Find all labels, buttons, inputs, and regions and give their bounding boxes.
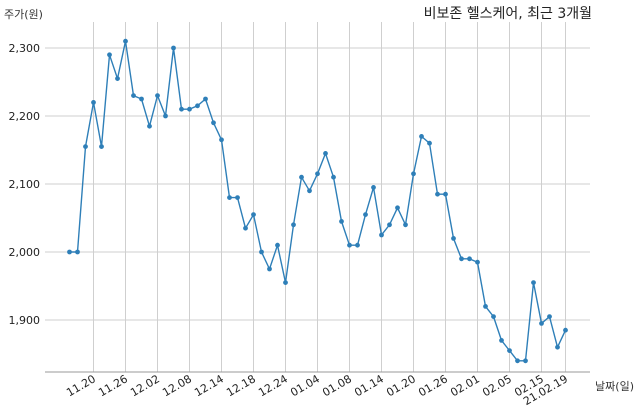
data-point: [523, 358, 528, 364]
data-point: [211, 120, 216, 126]
y-axis-label: 주가(원): [4, 8, 43, 21]
data-point: [363, 212, 368, 218]
data-point: [147, 123, 152, 129]
data-point: [267, 266, 272, 272]
y-tick-label: 2,300: [9, 42, 41, 55]
data-point: [347, 242, 352, 248]
x-tick-label: 12.14: [192, 372, 226, 399]
data-point: [475, 259, 480, 265]
data-point: [355, 242, 360, 248]
data-point: [507, 348, 512, 353]
data-point: [395, 205, 400, 211]
data-point: [131, 93, 136, 98]
data-point: [531, 280, 536, 285]
data-point: [539, 321, 544, 326]
data-point: [483, 304, 488, 309]
x-tick-label: 01.04: [288, 372, 322, 399]
data-point: [435, 191, 440, 197]
data-point: [235, 195, 240, 201]
data-point: [219, 137, 224, 143]
chart-title: 비보존 헬스케어, 최근 3개월: [423, 6, 592, 22]
data-point: [331, 174, 336, 180]
data-point: [99, 144, 104, 150]
data-point: [67, 249, 72, 255]
data-point: [443, 191, 448, 197]
y-tick-label: 2,100: [9, 178, 41, 191]
data-point: [251, 212, 256, 218]
data-point: [83, 144, 88, 150]
data-point: [115, 76, 120, 81]
data-point: [491, 314, 496, 319]
data-point: [91, 100, 96, 105]
data-point: [123, 38, 128, 44]
x-tick-label: 11.26: [96, 372, 130, 399]
x-axis-label: 날짜(일): [595, 380, 634, 393]
data-point: [515, 358, 520, 364]
data-point: [155, 93, 160, 98]
data-point: [107, 52, 112, 58]
data-point: [499, 338, 504, 343]
data-point: [307, 188, 312, 194]
data-point: [179, 106, 184, 112]
x-tick-label: 01.20: [384, 372, 418, 399]
data-point: [563, 327, 568, 333]
data-point: [467, 256, 472, 262]
data-point: [243, 225, 248, 231]
x-tick-label: 02.01: [448, 372, 482, 399]
data-point: [547, 314, 552, 319]
data-point: [283, 280, 288, 285]
data-point: [227, 195, 232, 201]
data-point: [339, 219, 344, 224]
data-point: [315, 171, 320, 177]
data-point: [387, 222, 392, 228]
y-tick-label: 2,200: [9, 110, 41, 123]
data-point: [371, 185, 376, 190]
data-point: [75, 249, 80, 255]
x-tick-label: 12.24: [256, 372, 290, 399]
x-tick-label: 01.08: [320, 372, 354, 399]
x-tick-label: 01.26: [416, 372, 450, 399]
data-point: [411, 171, 416, 177]
y-tick-label: 2,000: [9, 246, 41, 259]
data-point: [555, 344, 560, 350]
data-point: [275, 242, 280, 248]
data-point: [451, 236, 456, 241]
data-point: [459, 256, 464, 262]
data-point: [379, 232, 384, 238]
data-point: [419, 134, 424, 139]
data-point: [299, 174, 304, 180]
data-point: [195, 103, 200, 109]
x-tick-label: 02.05: [480, 372, 514, 399]
data-point: [187, 106, 192, 112]
data-point: [259, 249, 264, 255]
y-tick-label: 1,900: [9, 314, 41, 327]
data-point: [139, 96, 144, 102]
data-point: [427, 140, 432, 146]
data-point: [171, 45, 176, 51]
data-point: [403, 222, 408, 228]
data-point: [291, 222, 296, 228]
x-tick-label: 11.20: [64, 372, 98, 399]
data-point: [203, 96, 208, 102]
data-point: [323, 151, 328, 156]
x-tick-label: 01.14: [352, 372, 386, 399]
x-tick-label: 12.18: [224, 372, 258, 399]
data-point: [163, 113, 168, 119]
x-tick-label: 12.08: [160, 372, 194, 399]
x-tick-label: 12.02: [128, 372, 162, 399]
